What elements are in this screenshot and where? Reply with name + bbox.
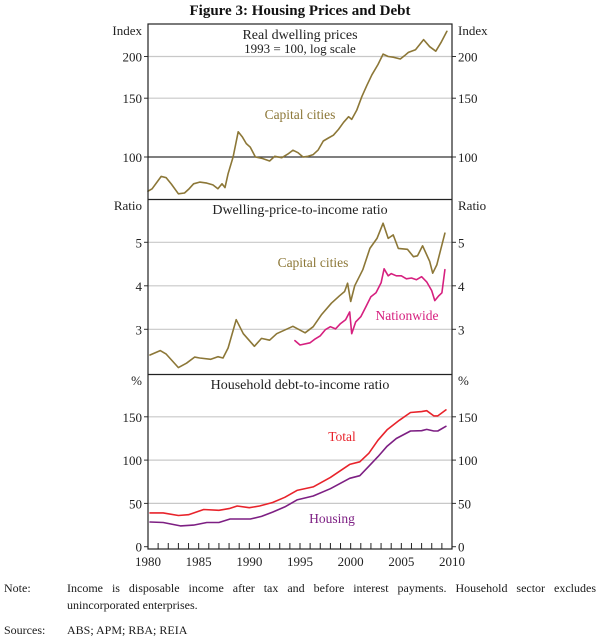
panel-3: 0 0 50 50 100 100 150 150% % Household debt-to-in… (123, 373, 478, 555)
panel-title: Dwelling-price-to-income ratio (212, 203, 387, 218)
series-line-total (149, 409, 447, 517)
x-tick-label: 1995 (287, 554, 313, 569)
y-tick-label-right: 150 (458, 410, 478, 425)
y-tick-label-left: 100 (123, 453, 143, 468)
sources-text: ABS; APM; RBA; REIA (67, 623, 188, 637)
note-text: Income is disposable income after tax an… (67, 581, 596, 612)
y-tick-label-right: 3 (458, 322, 465, 337)
y-tick-label-right: 100 (458, 150, 478, 165)
y-tick-label-right: 200 (458, 50, 478, 65)
y-unit-label-left: % (131, 373, 142, 388)
series-label-housing: Housing (309, 511, 355, 526)
y-tick-label-left: 3 (136, 322, 143, 337)
panel-2: 3 3 4 4 5 5 Ratio Ratio Dwelling-price-to-income… (114, 198, 486, 369)
series-label-capital-cities: Capital cities (278, 255, 349, 270)
y-unit-label-right: Ratio (458, 198, 486, 213)
x-tick-label: 2000 (338, 554, 364, 569)
x-tick-label: 1985 (186, 554, 212, 569)
figure-title: Figure 3: Housing Prices and Debt (190, 3, 411, 19)
series-line-housing (149, 425, 447, 527)
y-tick-label-right: 5 (458, 235, 465, 250)
x-tick-label: 1990 (236, 554, 262, 569)
y-unit-label-right: % (458, 373, 469, 388)
series-line-capital-cities (147, 30, 448, 195)
series-label-total: Total (328, 429, 356, 444)
y-tick-label-right: 0 (458, 540, 465, 555)
series-line-capital-cities (149, 222, 446, 369)
y-tick-label-right: 100 (458, 453, 478, 468)
plot-frame (147, 23, 453, 550)
panel-subtitle: 1993 = 100, log scale (244, 41, 356, 56)
panel-title: Real dwelling prices (242, 28, 357, 43)
series-label-capital-cities: Capital cities (265, 107, 336, 122)
y-unit-label-left: Ratio (114, 198, 142, 213)
x-tick-label: 2005 (388, 554, 414, 569)
panel-1: 100 100 150 150 200 200 Index Index Real dwellin… (112, 23, 488, 195)
series-label-nationwide: Nationwide (376, 308, 439, 323)
panel-title: Household debt-to-income ratio (211, 378, 390, 393)
y-tick-label-right: 150 (458, 91, 478, 106)
y-tick-label-left: 200 (123, 50, 143, 65)
y-unit-label-left: Index (112, 23, 142, 38)
y-tick-label-left: 4 (136, 279, 143, 294)
y-tick-label-left: 150 (123, 410, 143, 425)
y-tick-label-left: 100 (123, 150, 143, 165)
y-unit-label-right: Index (458, 23, 488, 38)
x-tick-label: 1980 (135, 554, 161, 569)
note-label: Note: (4, 581, 31, 595)
y-tick-label-left: 150 (123, 91, 143, 106)
x-tick-label: 2010 (439, 554, 465, 569)
y-tick-label-left: 50 (129, 496, 142, 511)
y-tick-label-left: 5 (136, 235, 143, 250)
y-tick-label-right: 50 (458, 496, 471, 511)
series-line-nationwide (294, 267, 446, 346)
y-tick-label-left: 0 (136, 540, 143, 555)
sources-label: Sources: (4, 623, 46, 637)
y-tick-label-right: 4 (458, 279, 465, 294)
